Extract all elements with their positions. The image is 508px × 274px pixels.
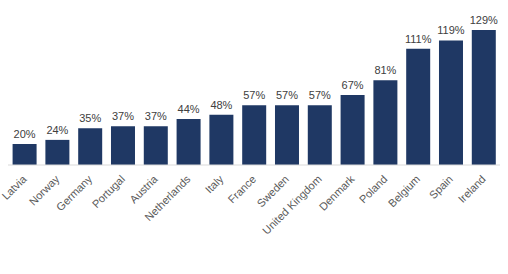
svg-text:67%: 67% <box>342 79 364 91</box>
svg-text:United Kingdom: United Kingdom <box>260 173 324 237</box>
svg-text:44%: 44% <box>178 103 200 115</box>
svg-text:Norway: Norway <box>26 172 62 208</box>
svg-text:Poland: Poland <box>357 173 390 206</box>
svg-text:111%: 111% <box>405 33 432 45</box>
svg-text:37%: 37% <box>145 110 167 122</box>
svg-text:Portugal: Portugal <box>90 173 127 210</box>
svg-text:Belgium: Belgium <box>386 173 423 210</box>
svg-text:35%: 35% <box>79 112 101 124</box>
svg-text:48%: 48% <box>210 99 232 111</box>
svg-text:129%: 129% <box>470 14 498 26</box>
svg-text:Germany: Germany <box>54 172 95 213</box>
svg-text:20%: 20% <box>14 128 36 140</box>
svg-text:Denmark: Denmark <box>317 172 357 212</box>
svg-text:81%: 81% <box>374 64 396 76</box>
svg-text:Sweden: Sweden <box>254 172 291 210</box>
svg-text:57%: 57% <box>243 89 265 101</box>
svg-text:Latvia: Latvia <box>8 172 29 202</box>
svg-text:Austria: Austria <box>127 172 160 206</box>
svg-text:Italy: Italy <box>203 172 226 195</box>
svg-text:Netherlands: Netherlands <box>142 172 193 223</box>
svg-text:37%: 37% <box>112 110 134 122</box>
svg-text:24%: 24% <box>46 124 68 136</box>
svg-text:57%: 57% <box>309 89 331 101</box>
svg-text:Spain: Spain <box>427 173 455 201</box>
svg-text:119%: 119% <box>437 24 465 36</box>
svg-text:Ireland: Ireland <box>456 173 488 205</box>
svg-text:France: France <box>226 173 259 206</box>
svg-text:57%: 57% <box>276 89 298 101</box>
